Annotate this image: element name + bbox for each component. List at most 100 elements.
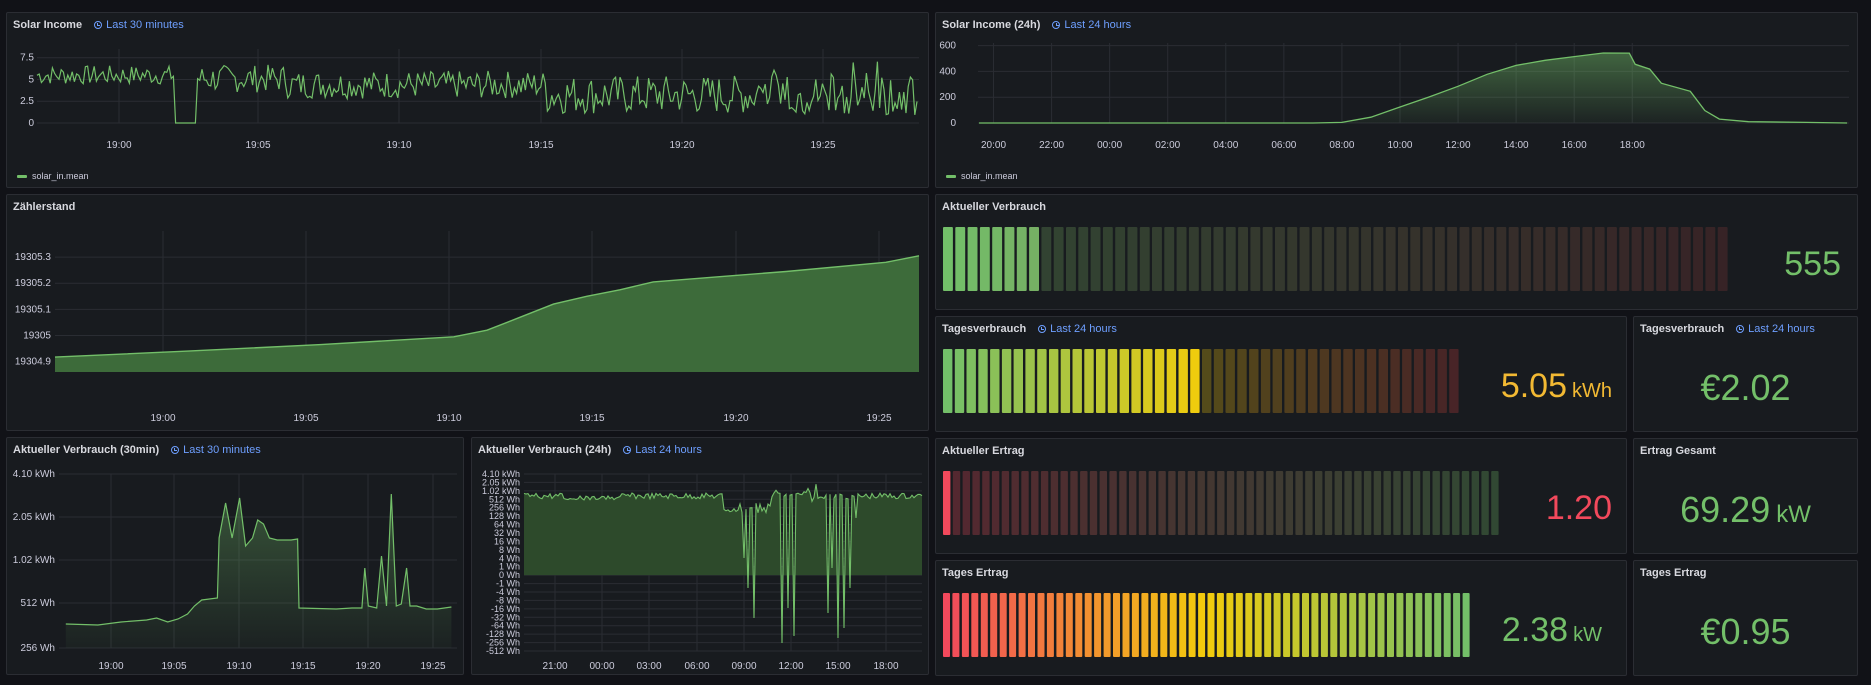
- panel-title[interactable]: Tages Ertrag: [1640, 567, 1706, 579]
- y-tick-label: -512 Wh: [486, 646, 520, 656]
- time-range-info[interactable]: Last 30 minutes: [94, 19, 184, 31]
- panel-title[interactable]: Tagesverbrauch Last 24 hours: [1640, 323, 1815, 335]
- time-range-label: Last 24 hours: [1050, 323, 1117, 335]
- panel-title[interactable]: Solar Income (24h) Last 24 hours: [942, 19, 1131, 31]
- panel-tages-ertrag-cost[interactable]: Tages Ertrag €0.95: [1633, 560, 1858, 676]
- gauge-cell: [1324, 471, 1333, 535]
- panel-title[interactable]: Solar Income Last 30 minutes: [13, 19, 184, 31]
- time-range-info[interactable]: Last 24 hours: [1038, 323, 1117, 335]
- y-tick-label: 200: [939, 92, 956, 103]
- gauge-cell: [1037, 349, 1047, 413]
- gauge-cell: [1348, 227, 1359, 291]
- y-tick-label: 5: [28, 74, 34, 85]
- time-range-info[interactable]: Last 24 hours: [1736, 323, 1815, 335]
- clock-icon: [1052, 21, 1061, 29]
- gauge-cell: [1050, 471, 1059, 535]
- panel-ertrag-gesamt[interactable]: Ertrag Gesamt 69.29 kW: [1633, 438, 1858, 554]
- gauge-cell: [1138, 471, 1147, 535]
- gauge-cell: [1113, 593, 1120, 657]
- panel-tagesverbrauch-cost[interactable]: Tagesverbrauch Last 24 hours €2.02: [1633, 316, 1858, 432]
- gauge-cell: [1246, 471, 1254, 535]
- clock-icon: [623, 446, 632, 454]
- panel-aktueller-verbrauch-24h[interactable]: Aktueller Verbrauch (24h) Last 24 hours …: [471, 437, 929, 675]
- legend-color-swatch: [946, 174, 956, 178]
- gauge-cell: [1225, 227, 1236, 291]
- panel-tagesverbrauch[interactable]: Tagesverbrauch Last 24 hours 5.05 kWh: [935, 316, 1627, 432]
- gauge-cell: [1168, 471, 1176, 535]
- panel-title[interactable]: Aktueller Verbrauch (30min) Last 30 minu…: [13, 444, 261, 456]
- gauge-cell: [952, 471, 961, 535]
- gauge-cell: [1385, 227, 1396, 291]
- panel-title[interactable]: Aktueller Verbrauch (24h) Last 24 hours: [478, 444, 702, 456]
- legend-item[interactable]: solar_in.mean: [17, 171, 89, 181]
- x-tick-label: 12:00: [778, 661, 803, 672]
- panel-zaehlerstand[interactable]: Zählerstand 19305.3 19305.2 19305.1 19305 19…: [6, 194, 929, 431]
- panel-tages-ertrag[interactable]: Tages Ertrag 2.38 kW: [935, 560, 1627, 676]
- gauge-cell: [1001, 471, 1010, 535]
- gauge-cell: [1508, 227, 1519, 291]
- panel-aktueller-verbrauch-30min[interactable]: Aktueller Verbrauch (30min) Last 30 minu…: [6, 437, 464, 675]
- gauge-cell: [1213, 227, 1224, 291]
- panel-aktueller-ertrag[interactable]: Aktueller Ertrag 1.20: [935, 438, 1627, 554]
- time-range-info[interactable]: Last 30 minutes: [171, 444, 261, 456]
- value-text: €0.95: [1700, 611, 1791, 652]
- gauge-cell: [1225, 349, 1235, 413]
- gauge-cell: [1373, 471, 1382, 535]
- verbrauch-30min-chart[interactable]: 4.10 kWh 2.05 kWh 1.02 kWh 512 Wh 256 Wh 19:0…: [7, 438, 464, 675]
- gauge-cell: [1315, 471, 1323, 535]
- panel-title[interactable]: Aktueller Ertrag: [942, 445, 1025, 457]
- panel-title-text: Aktueller Verbrauch (24h): [478, 444, 612, 456]
- gauge-cell: [1177, 471, 1186, 535]
- gauge-cell: [1311, 593, 1319, 657]
- current-value: 5.05 kWh: [1501, 367, 1612, 406]
- gauge-cell: [1001, 349, 1012, 413]
- solar-income-24h-chart[interactable]: 600 400 200 0 20:00 22:00 00:00 02:00 04:00 06:00…: [936, 13, 1858, 188]
- panel-solar-income-24h[interactable]: Solar Income (24h) Last 24 hours 600 400 2…: [935, 12, 1858, 188]
- gauge-cell: [1358, 593, 1366, 657]
- gauge-cell: [1187, 471, 1196, 535]
- gauge-cell: [978, 349, 988, 413]
- gauge-cell: [972, 471, 980, 535]
- panel-title-text: Aktueller Verbrauch (30min): [13, 444, 160, 456]
- stat-value: €2.02: [1634, 367, 1857, 409]
- panel-title[interactable]: Ertrag Gesamt: [1640, 445, 1716, 457]
- time-range-info[interactable]: Last 24 hours: [1052, 19, 1131, 31]
- x-tick-label: 19:15: [290, 661, 315, 672]
- gauge-cell: [1201, 227, 1212, 291]
- gauge-cell: [1283, 593, 1291, 657]
- bar-gauge: [943, 593, 1470, 657]
- panel-aktueller-verbrauch[interactable]: Aktueller Verbrauch 555: [935, 194, 1858, 310]
- gauge-cell: [1021, 471, 1029, 535]
- gauge-cell: [1368, 593, 1376, 657]
- gauge-cell: [1545, 227, 1556, 291]
- x-tick-label: 04:00: [1213, 140, 1238, 151]
- gauge-cell: [1152, 227, 1162, 291]
- gauge-cell: [1415, 593, 1423, 657]
- solar-income-chart[interactable]: 7.5 5 2.5 0 19:00 19:05 19:10 19:15 19:20 19:25: [7, 13, 929, 188]
- y-tick-label: 1.02 kWh: [482, 486, 520, 496]
- time-range-label: Last 30 minutes: [183, 444, 261, 456]
- gauge-cell: [943, 471, 951, 535]
- panel-title-text: Solar Income: [13, 19, 83, 31]
- x-tick-label: 19:20: [669, 140, 694, 151]
- panel-title[interactable]: Aktueller Verbrauch: [942, 201, 1046, 213]
- panel-title-text: Tages Ertrag: [1640, 567, 1707, 579]
- panel-title[interactable]: Tagesverbrauch Last 24 hours: [942, 323, 1117, 335]
- time-range-info[interactable]: Last 24 hours: [623, 444, 702, 456]
- legend-item[interactable]: solar_in.mean: [946, 171, 1018, 181]
- panel-title[interactable]: Zählerstand: [13, 201, 75, 213]
- x-tick-label: 06:00: [684, 661, 709, 672]
- value-unit: kW: [1776, 501, 1811, 528]
- x-tick-label: 19:15: [579, 413, 604, 424]
- zaehlerstand-chart[interactable]: 19305.3 19305.2 19305.1 19305 19304.9 19:00 19…: [7, 195, 929, 431]
- y-tick-label: 0 Wh: [499, 570, 520, 580]
- panel-solar-income[interactable]: Solar Income Last 30 minutes 7.5 5 2.5 0 19:…: [6, 12, 929, 188]
- panel-title[interactable]: Tages Ertrag: [942, 567, 1008, 579]
- gauge-cell: [1452, 471, 1460, 535]
- gauge-cell: [1284, 349, 1294, 413]
- stat-value: 69.29 kW: [1634, 489, 1857, 531]
- y-tick-label: 1 Wh: [499, 562, 520, 572]
- gauge-cell: [1705, 227, 1716, 291]
- y-tick-label: 512 Wh: [21, 598, 55, 609]
